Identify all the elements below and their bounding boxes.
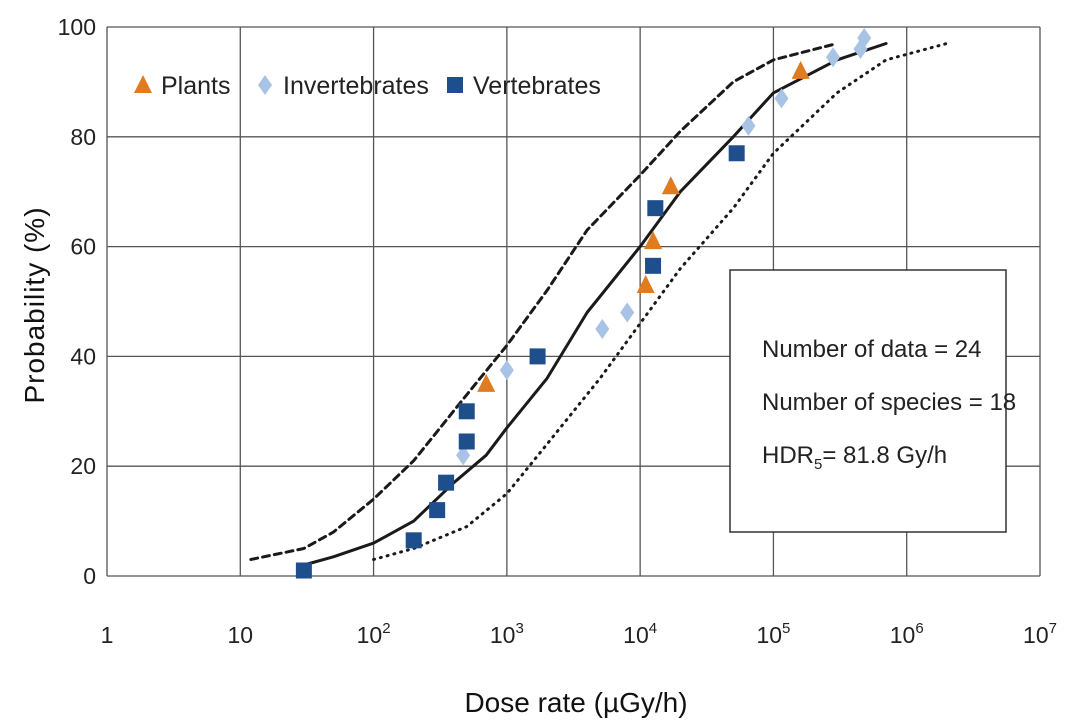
vertebrates-point [405,532,422,549]
x-tick-label: 102 [357,620,391,648]
y-tick-label: 100 [58,14,96,40]
fit-curves [249,42,949,567]
plants-point [791,60,810,79]
legend-label-invertebrates: Invertebrates [283,72,429,100]
x-axis-ticks: 1 10 102 103 104 105 106 107 [101,620,1057,648]
fit-curve-dotted [372,42,949,561]
invertebrates-point [857,27,872,48]
invertebrates-point [741,115,756,136]
y-axis-title: Probability (%) [19,206,50,403]
invertebrates-point [826,47,841,68]
invertebrates-point [456,445,471,466]
stats-hdr5-sub: 5 [814,456,822,473]
data-points [295,27,872,579]
vertebrates-point [647,200,664,217]
legend-label-vertebrates: Vertebrates [473,72,601,100]
legend-marker-invertebrates [258,75,272,95]
x-axis-title: Dose rate (µGy/h) [464,687,687,718]
legend: Plants Invertebrates Vertebrates [134,72,601,100]
y-tick-label: 20 [70,453,96,479]
invertebrates-point [774,88,789,109]
stats-box-frame [729,269,1007,533]
fit-curve-dashed [249,42,839,561]
y-tick-label: 60 [70,234,96,260]
stats-hdr5-value: = 81.8 Gy/h [822,442,947,469]
x-tick-label: 1 [101,622,114,648]
plants-point [477,373,496,392]
x-tick-label: 104 [623,620,657,648]
vertebrates-point [529,348,546,365]
y-tick-label: 0 [83,563,96,589]
stats-hdr5-base: HDR [762,442,814,469]
stats-box: Number of data = 24 Number of species = … [729,269,1016,533]
stats-number-of-species: Number of species = 18 [762,389,1016,416]
stats-hdr5: HDR5= 81.8 Gy/h [762,442,947,473]
invertebrates-point [499,360,514,381]
stats-number-of-data: Number of data = 24 [762,336,981,363]
invertebrates-point [620,302,635,323]
vertebrates-point [458,433,475,450]
legend-marker-plants [134,75,152,93]
x-tick-label: 106 [890,620,924,648]
y-tick-label: 80 [70,124,96,150]
vertebrates-point [438,474,455,491]
vertebrates-point [295,562,312,579]
x-tick-label: 107 [1023,620,1057,648]
plants-point [636,275,655,294]
y-axis-ticks: 0 20 40 60 80 100 [58,14,96,589]
y-tick-label: 40 [70,343,96,369]
vertebrates-point [728,145,745,162]
invertebrates-point [595,318,610,339]
x-tick-label: 10 [227,622,253,648]
x-tick-label: 105 [756,620,790,648]
fit-curve-solid [302,42,888,567]
legend-label-plants: Plants [161,72,230,100]
vertebrates-point [645,257,662,274]
legend-marker-vertebrates [447,77,463,93]
vertebrates-point [458,403,475,420]
vertebrates-point [429,502,446,519]
plants-point [661,176,680,195]
plants-point [644,231,663,250]
x-tick-label: 103 [490,620,524,648]
